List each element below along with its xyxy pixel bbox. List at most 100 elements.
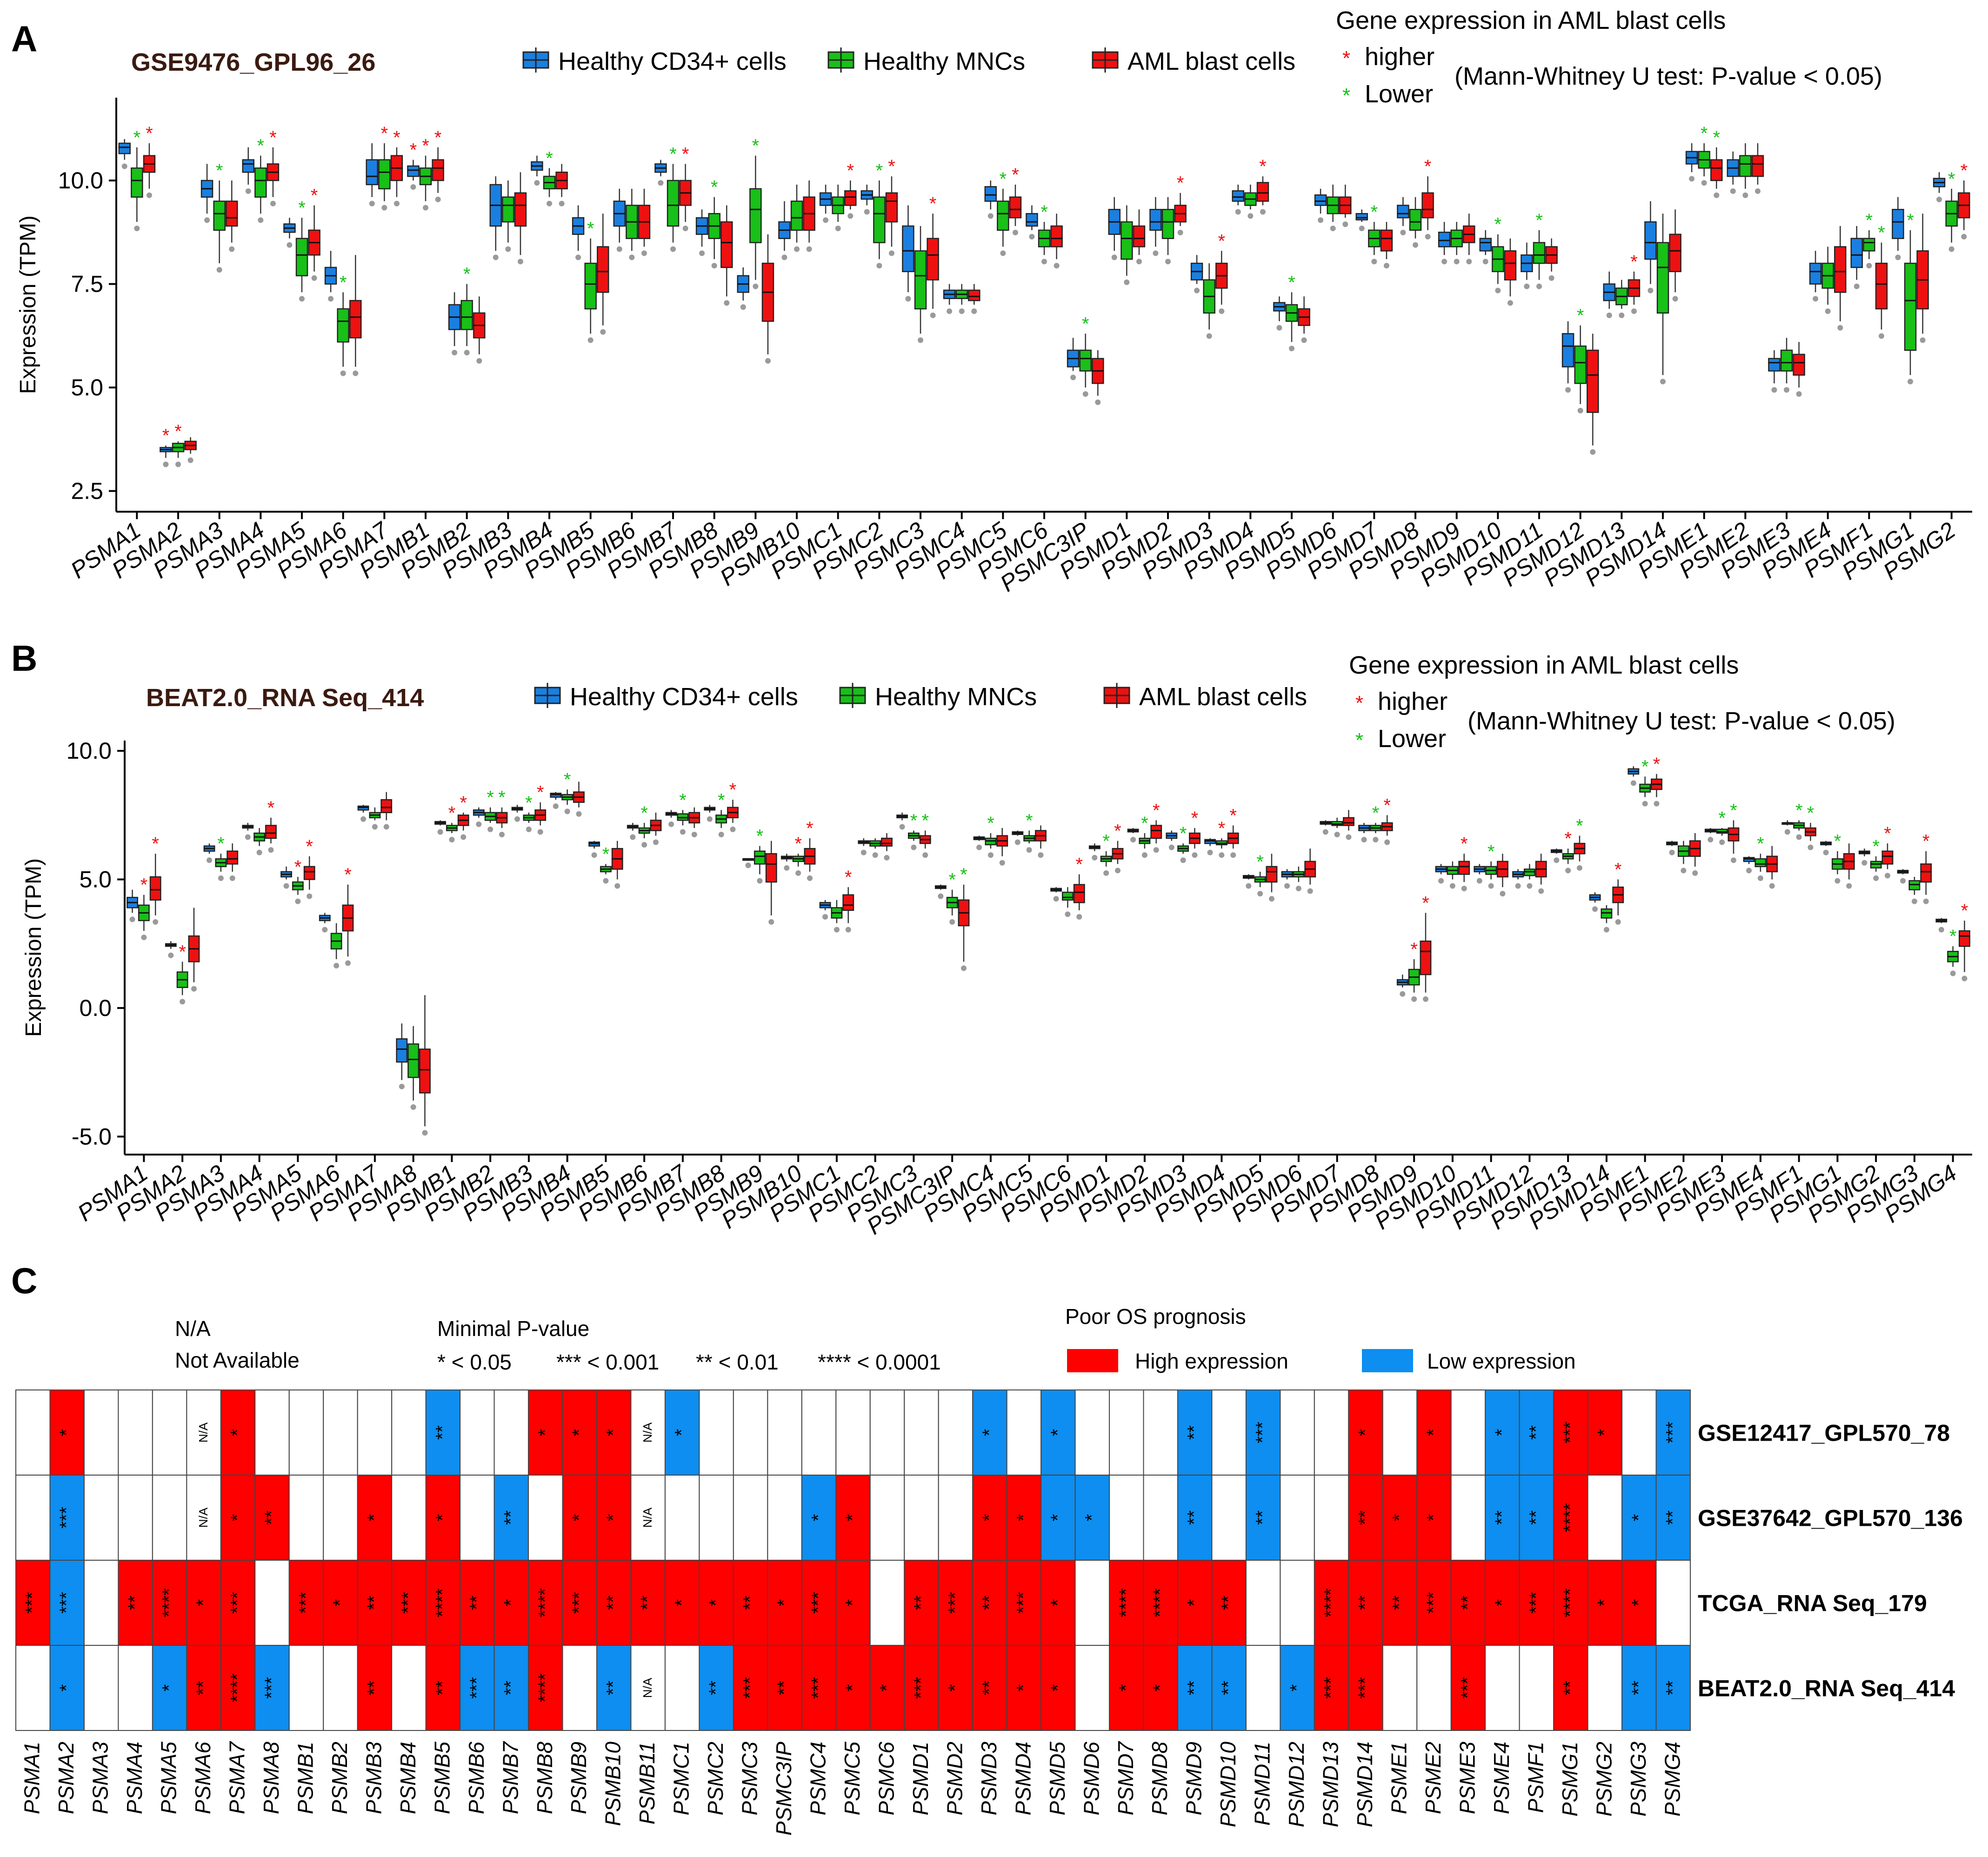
heatmap-cell: [220, 1645, 256, 1731]
heatmap-cell-label: **: [603, 1681, 624, 1695]
box: [1535, 854, 1547, 894]
box-outlier: [575, 254, 581, 261]
box: [1088, 843, 1101, 861]
sig-star: *: [340, 272, 347, 293]
heatmap-cell-label: *: [1492, 1429, 1512, 1436]
box-outlier: [399, 1083, 405, 1089]
box: *: [885, 156, 898, 256]
heatmap-cell-label: *: [569, 1429, 589, 1436]
sig-star: *: [267, 798, 275, 818]
box: *: [1408, 939, 1420, 1002]
box-outlier: [740, 304, 746, 310]
heatmap-cell: [186, 1560, 221, 1646]
heatmap-cell-label: *: [672, 1429, 692, 1436]
heatmap-cell-label: ***: [1662, 1422, 1683, 1443]
box-outlier: [464, 350, 470, 355]
gene-group: *: [1190, 231, 1228, 339]
gene-group: **: [242, 127, 280, 223]
heatmap-cell-label: *: [432, 1514, 453, 1522]
box-body: [1834, 246, 1847, 293]
box: [1768, 350, 1781, 393]
box-outlier: [423, 205, 428, 211]
heatmap-cell-label: **: [1662, 1510, 1683, 1525]
heatmap-cell: [630, 1389, 666, 1476]
heatmap-column-label: PSMC6: [874, 1742, 898, 1816]
box: *: [1256, 156, 1269, 215]
box-outlier: [614, 883, 620, 889]
heatmap-cell-label: **: [1492, 1510, 1512, 1525]
box-body: [213, 200, 226, 231]
box: *: [172, 421, 185, 468]
sig-star: *: [1577, 306, 1584, 326]
sig-star: *: [1229, 805, 1237, 826]
box-body: [1314, 194, 1327, 206]
box: [280, 866, 292, 889]
box: [1689, 833, 1701, 876]
box: *: [308, 185, 320, 281]
box: [550, 792, 562, 809]
heatmap-cell: [1655, 1645, 1691, 1731]
heatmap-cell-label: *: [1150, 1684, 1170, 1692]
heatmap-cell-label: *: [842, 1684, 863, 1692]
box-outlier: [1654, 801, 1660, 807]
sig-star: *: [756, 826, 764, 847]
box-outlier: [1284, 883, 1290, 889]
box-outlier: [410, 184, 416, 190]
heatmap-cell-label: **: [1355, 1510, 1375, 1525]
heatmap-cell-label: *: [1423, 1514, 1444, 1522]
sig-star: *: [1177, 173, 1184, 194]
box-body: [226, 200, 238, 227]
legend-low-swatch: [1362, 1349, 1413, 1372]
sig-star: *: [1141, 813, 1148, 834]
heatmap-column-label: PSMB3: [361, 1742, 386, 1814]
heatmap-cell: [1519, 1560, 1554, 1646]
box: [1603, 271, 1615, 318]
sig-star: *: [1948, 169, 1955, 189]
box: *: [543, 148, 556, 207]
box-outlier: [353, 370, 359, 376]
box: [858, 838, 870, 855]
box-outlier: [1260, 209, 1266, 215]
heatmap-cell: [425, 1645, 461, 1731]
box-outlier: [1548, 275, 1554, 281]
box-outlier: [864, 209, 870, 215]
gene-group: *: [1232, 156, 1269, 219]
heatmap-cell: [1177, 1475, 1213, 1561]
box: [127, 889, 138, 922]
legend-item: Healthy MNCs: [839, 683, 1037, 711]
box-outlier: [711, 263, 717, 269]
heatmap-column-label: PSMD12: [1284, 1742, 1308, 1827]
box: [761, 234, 774, 364]
box-outlier: [658, 180, 664, 186]
heatmap-cell-label: ****: [1560, 1588, 1581, 1617]
heatmap-cell: [1177, 1645, 1213, 1731]
box-outlier: [334, 962, 340, 969]
box: *: [727, 780, 739, 832]
heatmap-cell: [288, 1389, 324, 1476]
box-outlier: [1948, 246, 1955, 252]
box-body: [1959, 930, 1970, 947]
box: [1355, 209, 1368, 231]
box-body: [407, 1043, 420, 1078]
heatmap-cell: [1450, 1645, 1486, 1731]
box-outlier: [553, 803, 559, 809]
heatmap-cell: [1450, 1560, 1486, 1646]
heatmap-cell-label: *: [706, 1599, 726, 1607]
heatmap-cell-label: *: [1047, 1514, 1068, 1522]
box-outlier: [699, 250, 705, 256]
box: *: [1174, 173, 1187, 235]
box-body: [1161, 209, 1174, 239]
box-outlier: [287, 242, 293, 248]
heatmap-column-label: PSMD10: [1216, 1742, 1240, 1827]
box-outlier: [668, 821, 674, 827]
box-outlier: [1950, 970, 1956, 976]
box: [1781, 820, 1794, 835]
heatmap-cell: [1006, 1645, 1042, 1731]
box: [914, 226, 927, 343]
box-outlier: [1708, 837, 1714, 843]
gene-group: *: [665, 790, 700, 837]
box-outlier: [1757, 875, 1763, 881]
box: *: [985, 813, 997, 858]
heatmap-cell-label: **: [1184, 1425, 1205, 1440]
box: [254, 828, 266, 855]
